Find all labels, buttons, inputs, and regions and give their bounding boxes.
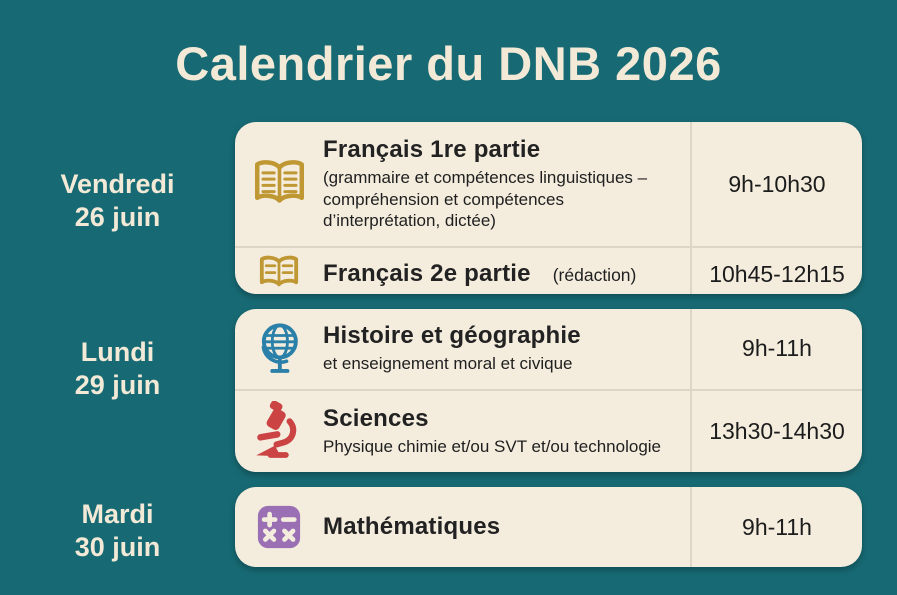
- book-icon: [250, 156, 308, 213]
- exam-info-cell: Français 2e partie (rédaction): [235, 248, 690, 294]
- exam-card-vendredi: Français 1re partie (grammaire et compét…: [235, 122, 862, 294]
- exam-text: Français 1re partie (grammaire et compét…: [323, 136, 682, 232]
- exam-info-cell: Sciences Physique chimie et/ou SVT et/ou…: [235, 391, 690, 473]
- day-number-label: 30 juin: [74, 531, 161, 562]
- book-icon: [250, 254, 308, 294]
- date-label-vendredi-26-juin: Vendredi 26 juin: [0, 168, 235, 234]
- exam-subtitle: Physique chimie et/ou SVT et/ou technolo…: [323, 436, 662, 456]
- table-row: Histoire et géographie et enseignement m…: [235, 309, 862, 389]
- exam-time: 10h45-12h15: [690, 248, 862, 294]
- exam-info-cell: Histoire et géographie et enseignement m…: [235, 309, 690, 389]
- weekday-label: Lundi: [80, 337, 155, 367]
- exam-info-cell: Français 1re partie (grammaire et compét…: [235, 122, 690, 246]
- exam-text: Français 2e partie (rédaction): [323, 260, 636, 288]
- date-label-mardi-30-juin: Mardi 30 juin: [0, 498, 235, 564]
- table-row: Sciences Physique chimie et/ou SVT et/ou…: [235, 388, 862, 473]
- day-number-label: 29 juin: [74, 369, 161, 400]
- exam-time: 13h30-14h30: [690, 390, 862, 472]
- exam-title: Français 1re partie: [323, 135, 541, 163]
- exam-text: Sciences Physique chimie et/ou SVT et/ou…: [323, 405, 661, 458]
- weekday-label: Vendredi: [60, 169, 175, 199]
- exam-info-cell: Mathématiques: [235, 487, 690, 567]
- exam-subtitle: (grammaire et compétences linguistiques …: [323, 167, 648, 231]
- exam-text: Mathématiques: [323, 513, 500, 541]
- table-row: Français 2e partie (rédaction) 10h45-12h…: [235, 246, 862, 294]
- exam-card-lundi: Histoire et géographie et enseignement m…: [235, 309, 862, 472]
- date-label-lundi-29-juin: Lundi 29 juin: [0, 336, 235, 402]
- exam-text: Histoire et géographie et enseignement m…: [323, 322, 581, 375]
- exam-note: (rédaction): [552, 265, 637, 285]
- weekday-label: Mardi: [81, 499, 154, 529]
- table-row: Français 1re partie (grammaire et compét…: [235, 122, 862, 246]
- exam-title: Français 2e partie: [323, 260, 531, 287]
- calculator-icon: [250, 502, 308, 552]
- page-title: Calendrier du DNB 2026: [175, 37, 722, 90]
- exam-time: 9h-11h: [690, 309, 862, 389]
- exam-card-mardi: Mathématiques 9h-11h: [235, 487, 862, 567]
- microscope-icon: [250, 401, 308, 461]
- exam-subtitle: et enseignement moral et civique: [323, 354, 573, 374]
- exam-title: Histoire et géographie: [323, 322, 581, 350]
- globe-icon: [250, 320, 308, 378]
- day-number-label: 26 juin: [74, 201, 161, 232]
- exam-title: Sciences: [323, 404, 429, 432]
- exam-time: 9h-10h30: [690, 122, 862, 246]
- table-row: Mathématiques 9h-11h: [235, 487, 862, 567]
- exam-time: 9h-11h: [690, 487, 862, 567]
- exam-title: Mathématiques: [323, 513, 501, 540]
